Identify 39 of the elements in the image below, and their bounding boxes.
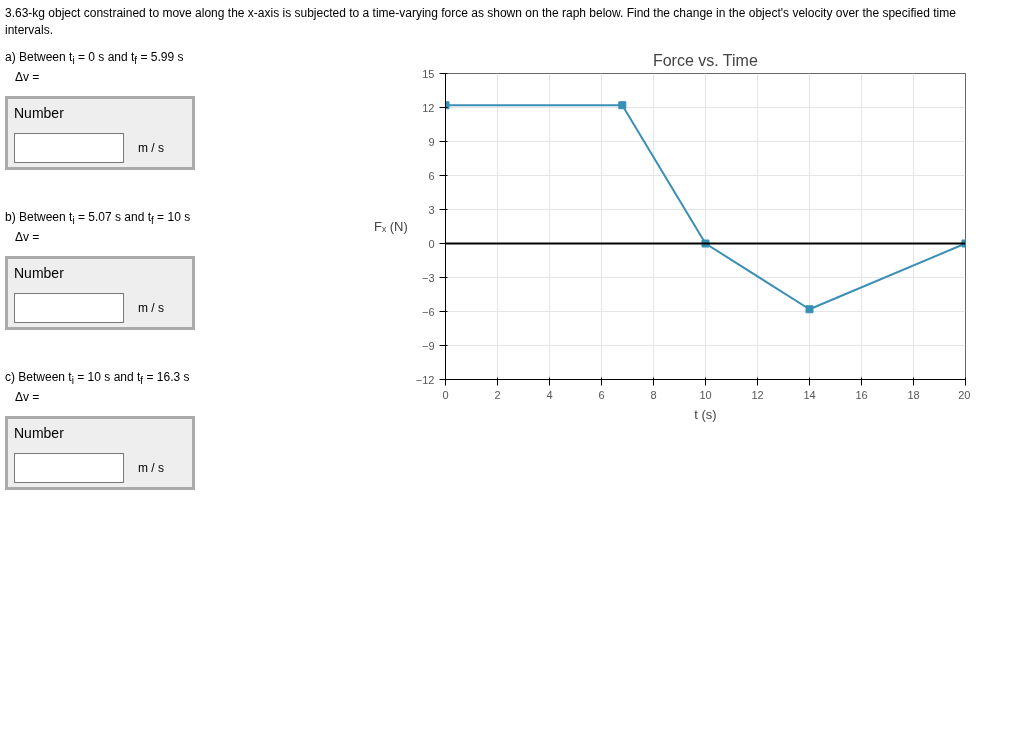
y-tick-label: 3	[428, 203, 435, 216]
point	[805, 305, 814, 314]
text: b) Between t$_{i}$ = 5.07 s and t$_{f}$ = 10 s	[5, 209, 192, 229]
x-tick-label: 8	[650, 388, 657, 401]
y-axis-title: Fₓ (N)	[373, 219, 408, 235]
text: Number	[14, 264, 65, 284]
y-tick-label: −6	[421, 305, 435, 318]
y-tick-label: −3	[421, 271, 435, 284]
text: a) Between t$_{i}$ = 0 s and t$_{f}$ = 5.99 s	[5, 49, 185, 69]
y-tick-label: −9	[421, 339, 435, 352]
chart-title: Force vs. Time	[652, 51, 758, 69]
text: m / s	[138, 139, 164, 157]
text: m / s	[138, 299, 164, 317]
x-tick-label: 6	[598, 388, 605, 401]
x-tick-label: 4	[546, 388, 553, 401]
point	[618, 101, 627, 110]
x-tick-label: 20	[958, 388, 971, 401]
text: Number	[14, 424, 65, 444]
text: m / s	[138, 459, 164, 477]
x-tick-label: 18	[907, 388, 920, 401]
x-tick-label: 0	[442, 388, 449, 401]
x-tick-label: 14	[803, 388, 816, 401]
y-tick-label: −12	[415, 373, 435, 386]
y-tick-label: 6	[428, 169, 435, 182]
x-tick-label: 2	[494, 388, 501, 401]
x-tick-label: 12	[751, 388, 764, 401]
text: 3.63-kg object constrained to move along the x-axis is subjected to a time-varying force as shown on the raph below. Find the change in the object's velocity over the specified time intervals.	[5, 5, 957, 40]
text: Number	[14, 104, 65, 124]
x-axis-title: t (s)	[694, 406, 717, 422]
y-tick-label: 15	[422, 67, 435, 80]
text: c) Between t$_{i}$ = 10 s and t$_{f}$ = 16.3 s	[5, 369, 191, 389]
x-tick-label: 16	[855, 388, 868, 401]
y-tick-label: 9	[428, 135, 435, 148]
x-tick-label: 10	[699, 388, 712, 401]
text: Δv =	[14, 228, 41, 246]
y-tick-label: 12	[422, 101, 435, 114]
text: Δv =	[14, 68, 41, 86]
y-tick-label: 0	[428, 237, 435, 250]
text: Δv =	[14, 388, 41, 406]
